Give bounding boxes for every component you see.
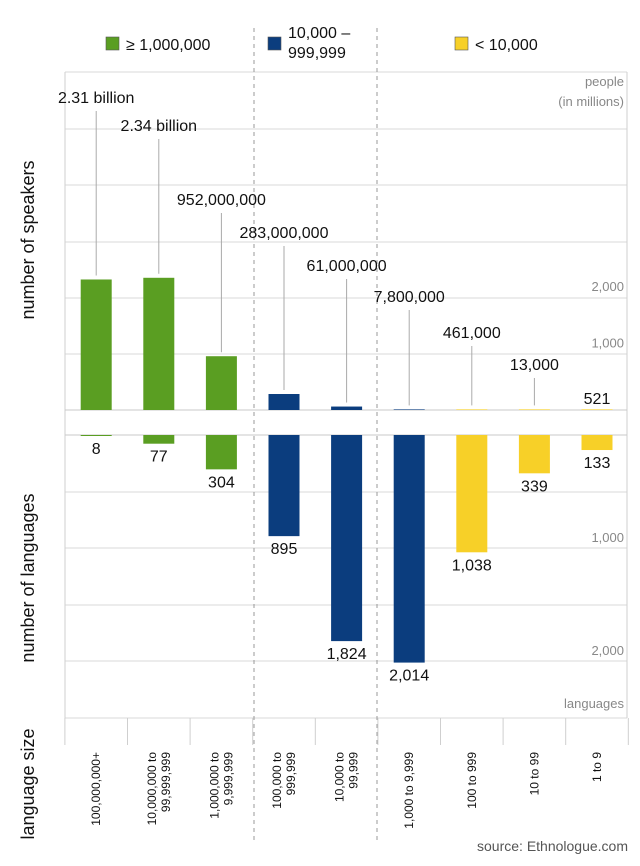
speakers-data-label: 283,000,000 (240, 225, 329, 242)
category-label-line: 99,999 (347, 752, 361, 789)
category-label: 100,000,000+ (89, 752, 103, 826)
languages-data-label: 2,014 (389, 668, 429, 685)
languages-bar (518, 435, 550, 474)
speakers-data-label: 7,800,000 (374, 289, 445, 306)
category-label: 10,000 to 99,999 (333, 752, 361, 802)
speakers-tick-label: 1,000 (591, 336, 624, 351)
languages-bar (331, 435, 363, 642)
category-label: 10,000,000 to 99,999,999 (145, 752, 173, 826)
speakers-bar (581, 409, 613, 410)
legend-swatch (267, 36, 282, 51)
languages-data-label: 133 (584, 455, 611, 472)
category-label-line: 100,000,000+ (89, 752, 103, 826)
speakers-bar (268, 394, 300, 410)
languages-unit-label: languages (564, 696, 624, 711)
x-axis-title: language size (18, 728, 38, 839)
speakers-data-label: 2.31 billion (58, 90, 135, 107)
speakers-bar (205, 356, 237, 410)
languages-data-label: 1,824 (327, 646, 367, 663)
category-label-line: 999,999 (284, 752, 298, 796)
speakers-data-label: 61,000,000 (307, 258, 387, 275)
speakers-axis-title: number of speakers (18, 160, 38, 319)
speakers-data-label: 952,000,000 (177, 192, 266, 209)
languages-axis-title: number of languages (18, 493, 38, 662)
speakers-data-label: 2.34 billion (121, 118, 198, 135)
speakers-bar (518, 409, 550, 410)
speakers-bar (143, 277, 175, 410)
speakers-tick-label: 2,000 (591, 279, 624, 294)
category-label-line: 100,000 to (270, 752, 284, 809)
languages-bar (393, 435, 425, 663)
speakers-unit-label: (in millions) (558, 94, 624, 109)
languages-data-label: 77 (150, 449, 168, 466)
category-label: 100 to 999 (465, 752, 479, 809)
legend-label: 10,000 – (288, 25, 350, 42)
languages-data-label: 1,038 (452, 557, 492, 574)
speakers-data-label: 13,000 (510, 357, 559, 374)
speakers-bar (393, 409, 425, 410)
languages-bar (581, 435, 613, 451)
speakers-data-label: 461,000 (443, 325, 501, 342)
speakers-bar (80, 279, 112, 410)
category-label-line: 10,000 to (333, 752, 347, 802)
languages-bar (143, 435, 175, 444)
speakers-bar (456, 409, 488, 410)
category-label: 100,000 to 999,999 (270, 752, 298, 809)
legend-swatch (105, 36, 120, 51)
languages-bar (80, 435, 112, 436)
languages-data-label: 304 (208, 474, 235, 491)
category-label-line: 100 to 999 (465, 752, 479, 809)
languages-bar (205, 435, 237, 470)
source-note: source: Ethnologue.com (477, 838, 628, 854)
languages-tick-label: 2,000 (591, 643, 624, 658)
category-label-line: 1,000,000 to (207, 752, 221, 819)
legend-label: < 10,000 (475, 37, 538, 54)
languages-tick-label: 1,000 (591, 530, 624, 545)
legend-label: 999,999 (288, 45, 346, 62)
languages-bar (268, 435, 300, 537)
category-label-line: 1,000 to 9,999 (402, 752, 416, 829)
speakers-data-label: 521 (584, 391, 611, 408)
languages-data-label: 8 (92, 441, 101, 458)
legend-label: ≥ 1,000,000 (126, 37, 211, 54)
category-label-line: 10,000,000 to (145, 752, 159, 826)
speakers-bar (331, 406, 363, 410)
category-label-line: 10 to 99 (527, 752, 541, 796)
category-label: 10 to 99 (527, 752, 541, 796)
languages-bar (456, 435, 488, 553)
speakers-unit-label: people (585, 74, 624, 89)
category-label: 1 to 9 (590, 752, 604, 782)
category-label: 1,000 to 9,999 (402, 752, 416, 829)
languages-data-label: 339 (521, 478, 548, 495)
category-label: 1,000,000 to 9,999,999 (207, 752, 235, 819)
legend-swatch (454, 36, 469, 51)
languages-data-label: 895 (271, 541, 298, 558)
category-label-line: 9,999,999 (221, 752, 235, 806)
category-label-line: 1 to 9 (590, 752, 604, 782)
category-label-line: 99,999,999 (159, 752, 173, 812)
